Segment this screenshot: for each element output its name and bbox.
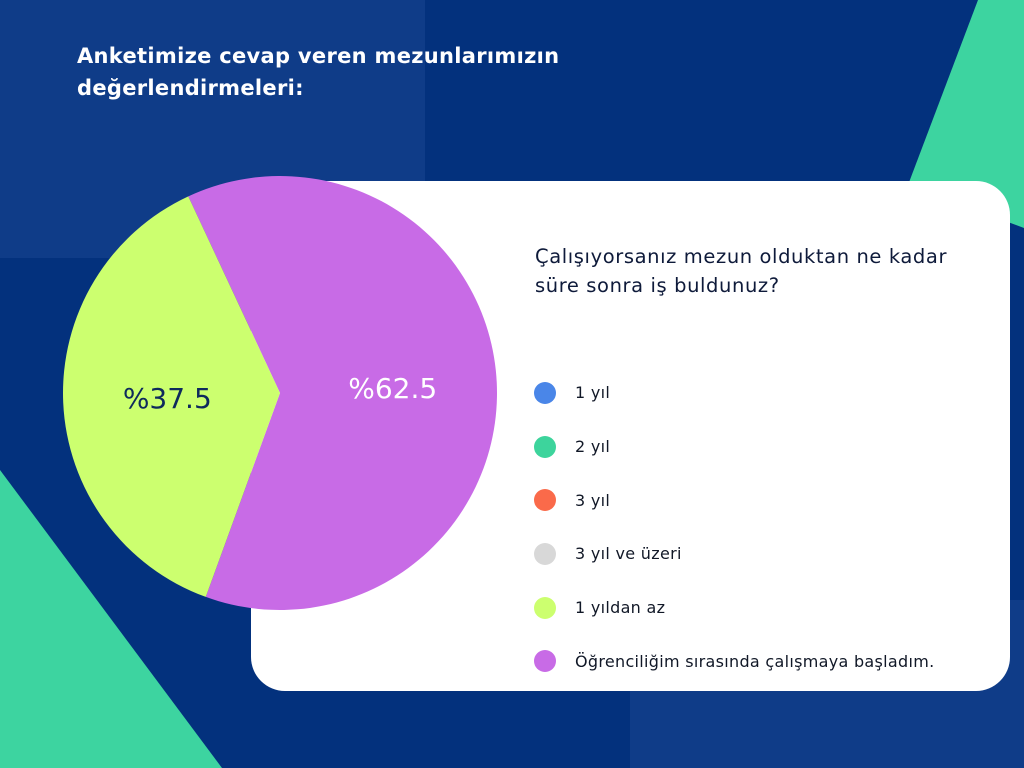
legend-item: Öğrenciliğim sırasında çalışmaya başladı… — [534, 634, 935, 688]
legend-item: 2 yıl — [534, 420, 935, 474]
legend-item: 1 yıldan az — [534, 581, 935, 635]
page-title: Anketimize cevap veren mezunlarımızın de… — [77, 44, 560, 100]
legend-swatch — [534, 435, 556, 458]
legend-swatch — [534, 489, 556, 512]
legend-label: 2 yıl — [575, 437, 611, 457]
pie-slice — [63, 196, 281, 597]
legend-label: 3 yıl — [575, 490, 611, 510]
legend-label: 1 yıldan az — [575, 598, 666, 618]
legend-label: 1 yıl — [575, 383, 611, 403]
chart-title: Çalışıyorsanız mezun olduktan ne kadar s… — [535, 245, 948, 297]
legend-swatch — [534, 542, 556, 565]
accent-triangle — [908, 0, 1024, 228]
pie-data-label: %62.5 — [348, 372, 437, 405]
accent-triangle — [0, 470, 222, 768]
legend-item: 1 yıl — [534, 366, 935, 420]
legend-swatch — [534, 596, 556, 619]
legend-swatch — [534, 381, 556, 404]
legend-item: 3 yıl — [534, 473, 935, 527]
chart-legend: 1 yıl 2 yıl 3 yıl 3 yıl ve üzeri 1 yıldan az… — [534, 366, 935, 688]
legend-label: 3 yıl ve üzeri — [575, 544, 682, 564]
legend-swatch — [534, 650, 556, 673]
pie-data-label: %37.5 — [123, 382, 212, 415]
legend-item: 3 yıl ve üzeri — [534, 527, 935, 581]
pie-slice — [188, 175, 498, 610]
legend-label: Öğrenciliğim sırasında çalışmaya başladı… — [575, 651, 935, 671]
